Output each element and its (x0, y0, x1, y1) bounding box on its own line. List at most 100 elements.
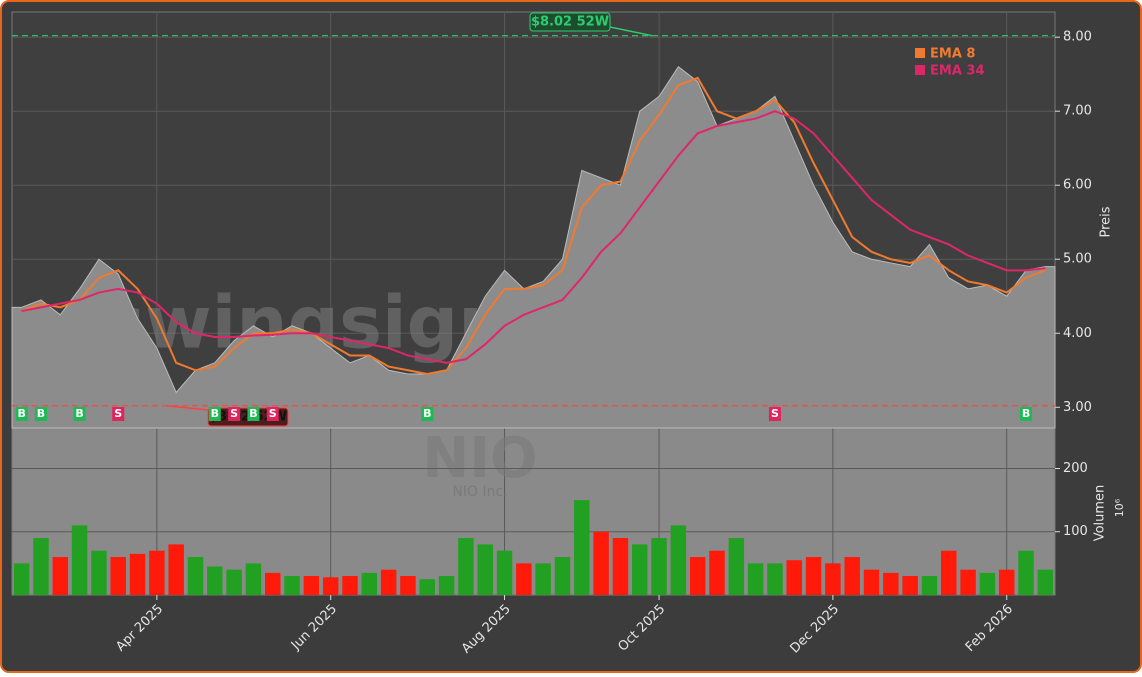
high-arrow (609, 26, 653, 37)
volume-bar (438, 576, 455, 595)
volume-bar (612, 538, 629, 595)
volume-bar (149, 550, 165, 595)
signal-box (228, 407, 241, 421)
volume-axis-label: Volumen (1093, 485, 1108, 542)
volume-bar (207, 566, 223, 595)
volume-bar (767, 563, 783, 595)
ticker-watermark: NIO (422, 426, 537, 491)
volume-bar (284, 576, 300, 595)
signal-label: B (211, 407, 219, 420)
volume-bar (187, 557, 204, 595)
y-axis-label: Preis (1099, 206, 1114, 237)
price-area (11, 66, 1056, 429)
volume-bar (863, 569, 880, 595)
signal-box (768, 407, 781, 421)
volume-bar (554, 557, 571, 595)
signal-label: B (75, 407, 83, 420)
volume-bar (322, 577, 339, 595)
legend-swatch (915, 48, 925, 58)
signal-box (73, 407, 86, 421)
signal-label: B (1022, 407, 1030, 420)
volume-tick-label: 200 (1063, 461, 1088, 476)
volume-bar (728, 538, 745, 595)
legend-label: EMA 34 (930, 64, 985, 79)
volume-bar (477, 544, 493, 595)
signal-box (208, 407, 221, 421)
volume-bar (902, 576, 918, 595)
volume-bar (593, 531, 609, 595)
volume-bar (921, 576, 938, 595)
volume-bar (226, 569, 242, 595)
signal-box (266, 407, 279, 421)
ema-line (21, 76, 1046, 375)
y-tick-label: 4.00 (1063, 326, 1092, 341)
y-tick-label: 6.00 (1063, 178, 1092, 193)
y-tick-label: 3.00 (1063, 400, 1092, 415)
ema-line (21, 110, 1046, 364)
volume-bar (574, 500, 590, 595)
volume-offset: 10⁶ (1113, 498, 1126, 517)
signal-box (1020, 407, 1033, 421)
high-label: $8.02 52W (531, 15, 609, 30)
volume-bar (535, 563, 551, 595)
volume-bar (825, 563, 841, 595)
volume-bar (1037, 569, 1054, 595)
volume-bar (960, 569, 976, 595)
signal-label: S (114, 407, 122, 420)
signal-label: B (423, 407, 431, 420)
volume-bar (265, 572, 281, 595)
legend-label: EMA 8 (930, 47, 975, 62)
volume-bar (496, 550, 513, 595)
company-watermark: NIO Inc. (452, 484, 507, 500)
signal-label: S (230, 407, 238, 420)
volume-bar (805, 557, 822, 595)
y-tick-label: 8.00 (1063, 30, 1092, 45)
volume-bar (1018, 550, 1034, 595)
volume-bar (400, 576, 416, 595)
legend-swatch (915, 65, 925, 75)
signal-label: B (17, 407, 25, 420)
volume-bar (91, 550, 107, 595)
volume-bar (458, 538, 474, 595)
volume-bar (941, 550, 957, 595)
volume-bar (52, 557, 69, 595)
volume-bar (883, 572, 899, 595)
high-label-box (529, 12, 611, 32)
volume-bar (516, 563, 532, 595)
volume-bar (998, 569, 1015, 595)
signal-label: S (269, 407, 277, 420)
volume-bar (651, 538, 667, 595)
volume-bar (709, 550, 725, 595)
volume-bar (342, 576, 358, 595)
volume-bar (110, 557, 126, 595)
volume-bar (747, 563, 764, 595)
volume-bar (786, 560, 802, 595)
signal-label: S (771, 407, 779, 420)
volume-tick-label: 100 (1063, 524, 1088, 539)
signal-box (421, 407, 434, 421)
volume-bar (13, 563, 30, 595)
volume-bar (71, 525, 88, 595)
volume-bar (979, 572, 996, 595)
signal-box (34, 407, 47, 421)
volume-bar (33, 538, 49, 595)
volume-bar (129, 553, 146, 595)
signal-label: B (249, 407, 257, 420)
volume-bar (168, 544, 184, 595)
volume-bar (361, 572, 378, 595)
y-tick-label: 5.00 (1063, 252, 1092, 267)
volume-bar (844, 557, 860, 595)
signal-box (15, 407, 28, 421)
volume-bar (303, 576, 320, 595)
volume-bar (419, 579, 435, 595)
volume-bar (245, 563, 262, 595)
signal-box (247, 407, 260, 421)
volume-bar (689, 557, 706, 595)
y-tick-label: 7.00 (1063, 104, 1092, 119)
low-arrow (165, 405, 209, 411)
volume-bar (380, 569, 397, 595)
volume-bar (670, 525, 687, 595)
signal-label: B (37, 407, 45, 420)
volume-bar (632, 544, 648, 595)
